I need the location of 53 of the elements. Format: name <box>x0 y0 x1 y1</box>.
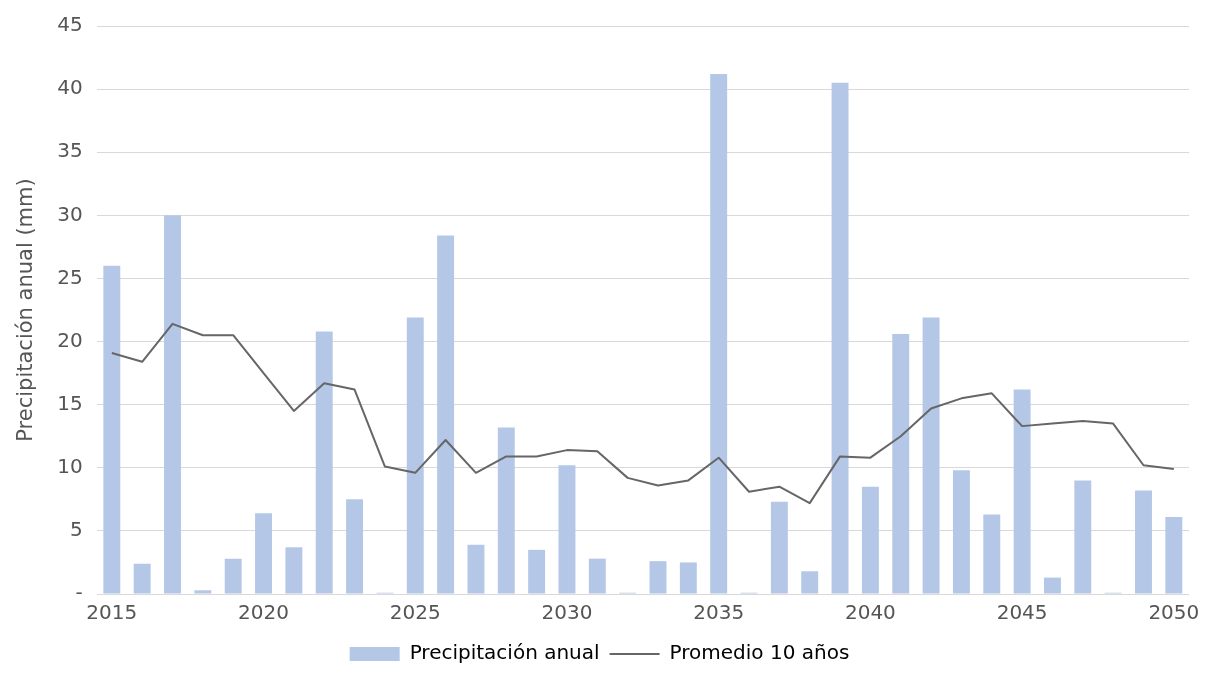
x-tick-label: 2035 <box>693 600 745 625</box>
y-tick-label: 25 <box>57 264 83 289</box>
bar <box>831 82 849 594</box>
y-tick-label: 40 <box>57 75 83 100</box>
bar <box>770 501 788 594</box>
x-tick-label: 2025 <box>389 600 441 625</box>
x-tick-label: 2015 <box>86 600 138 625</box>
bar <box>406 317 424 594</box>
y-axis-title: Precipitación anual (mm) <box>13 178 38 442</box>
bar <box>892 333 910 594</box>
bar <box>861 486 879 594</box>
bar <box>983 514 1001 594</box>
bar <box>649 561 667 594</box>
x-tick-label: 2040 <box>844 600 896 625</box>
bar <box>103 265 121 594</box>
bar <box>588 558 606 594</box>
bar <box>467 544 485 594</box>
bar <box>1165 517 1183 594</box>
y-tick-label: 10 <box>57 453 83 478</box>
bar <box>1013 389 1031 594</box>
y-tick-label: 15 <box>57 390 83 415</box>
bar <box>922 317 940 594</box>
bar <box>1043 577 1061 594</box>
legend-label: Precipitación anual <box>409 640 600 665</box>
bar <box>710 73 728 594</box>
bar <box>285 547 303 594</box>
bar <box>315 331 333 594</box>
bar <box>133 563 151 594</box>
bar <box>1074 480 1092 594</box>
y-tick-label: 30 <box>57 201 83 226</box>
legend-label: Promedio 10 años <box>669 640 850 665</box>
y-tick-label: 5 <box>69 517 83 542</box>
bar <box>224 558 242 594</box>
x-tick-label: 2030 <box>541 600 593 625</box>
bar <box>801 571 819 594</box>
x-tick-label: 2050 <box>1148 600 1200 625</box>
bar <box>164 215 181 594</box>
y-tick-label: 35 <box>57 138 83 163</box>
bar <box>346 499 364 594</box>
bar <box>255 513 272 594</box>
bar <box>437 235 455 594</box>
bar <box>528 549 546 594</box>
y-tick-label: 20 <box>57 327 83 352</box>
y-tick-label: - <box>75 580 83 605</box>
x-tick-label: 2020 <box>238 600 289 625</box>
x-tick-label: 2045 <box>996 600 1048 625</box>
bar <box>194 590 212 594</box>
bar <box>679 562 697 594</box>
bar <box>558 465 576 594</box>
bar <box>1135 490 1152 594</box>
y-tick-label: 45 <box>57 12 83 37</box>
bar <box>497 427 515 594</box>
bar <box>952 470 970 594</box>
